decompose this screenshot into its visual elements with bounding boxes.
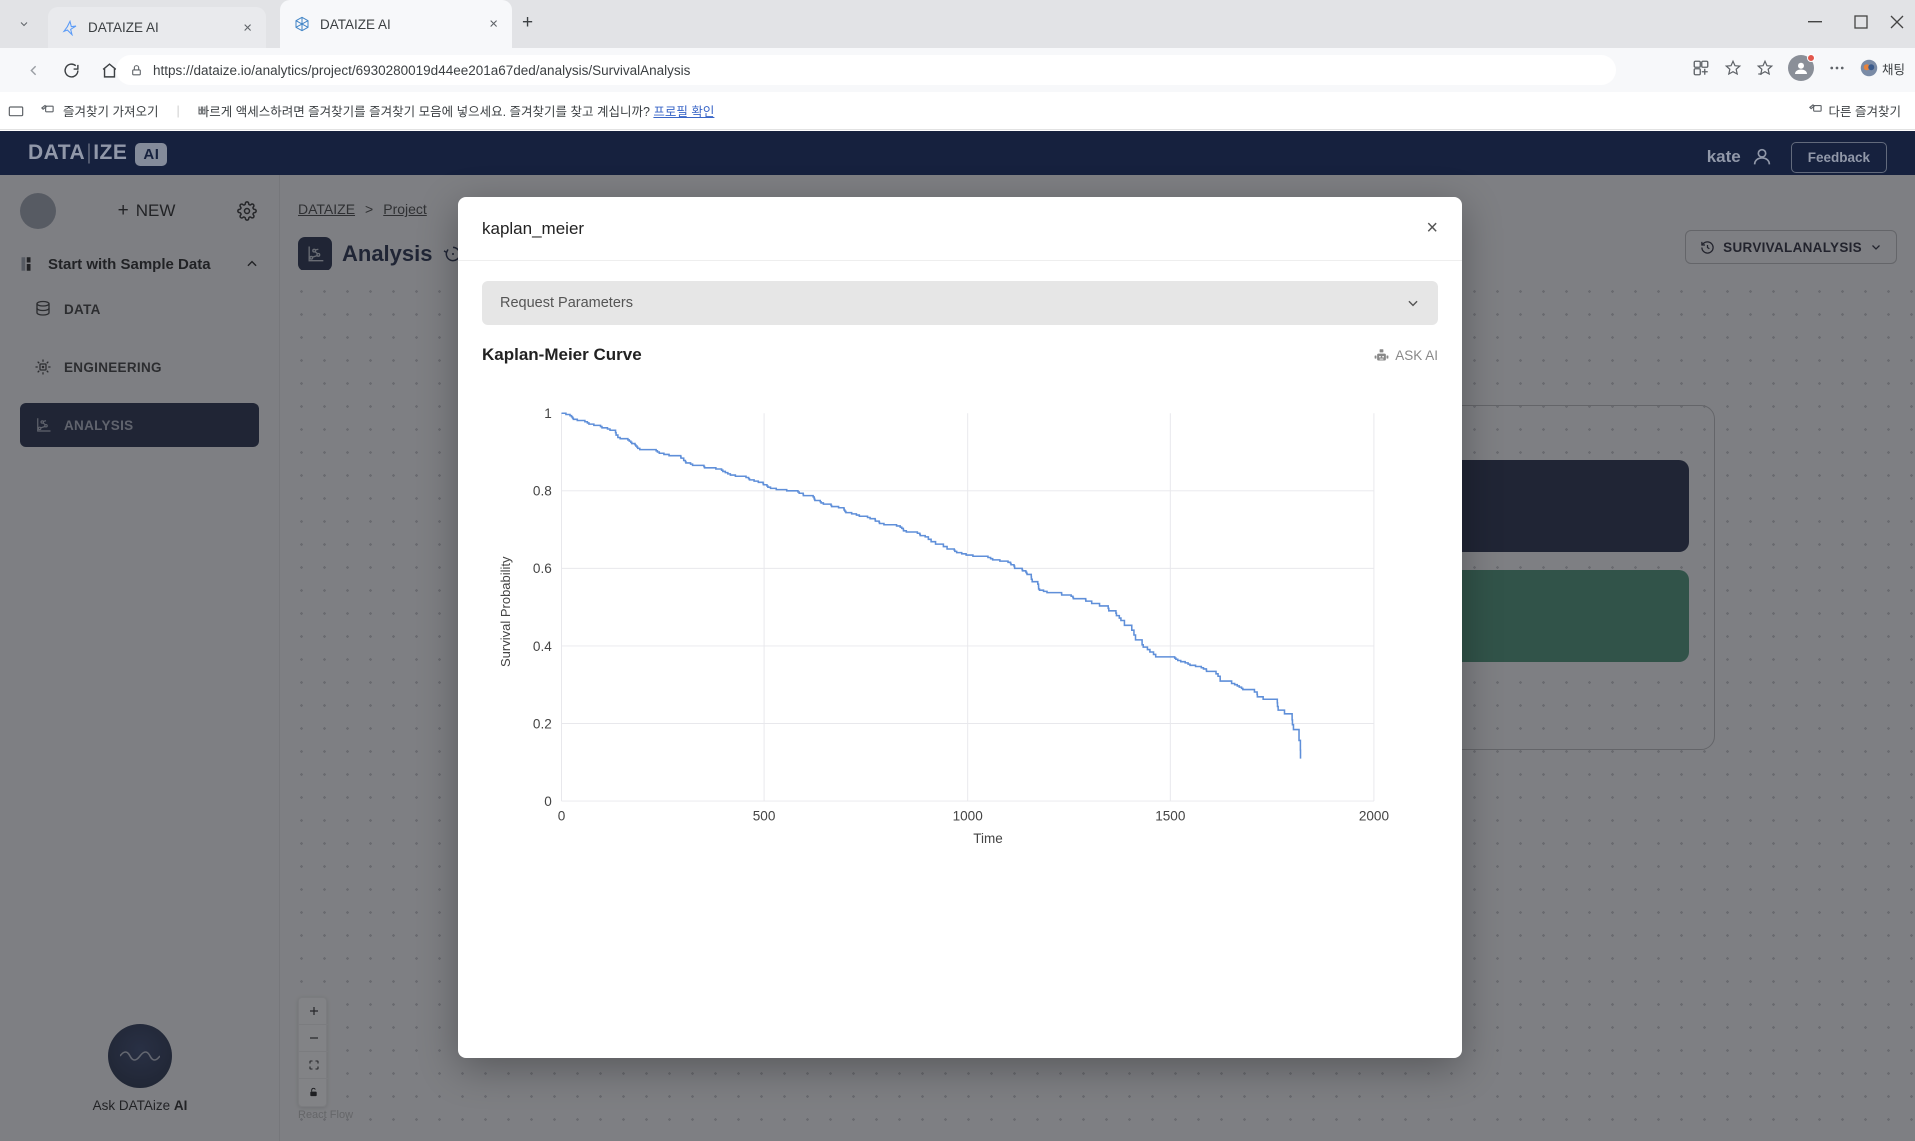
svg-text:1: 1 xyxy=(544,406,552,421)
svg-text:0: 0 xyxy=(544,794,552,809)
svg-text:0.6: 0.6 xyxy=(533,561,552,576)
svg-text:0: 0 xyxy=(558,808,566,823)
svg-text:1500: 1500 xyxy=(1155,808,1186,823)
svg-text:1000: 1000 xyxy=(953,808,984,823)
svg-text:2000: 2000 xyxy=(1359,808,1390,823)
svg-text:0.2: 0.2 xyxy=(533,716,552,731)
svg-text:0.8: 0.8 xyxy=(533,484,552,499)
svg-text:500: 500 xyxy=(753,808,776,823)
svg-text:0.4: 0.4 xyxy=(533,639,552,654)
